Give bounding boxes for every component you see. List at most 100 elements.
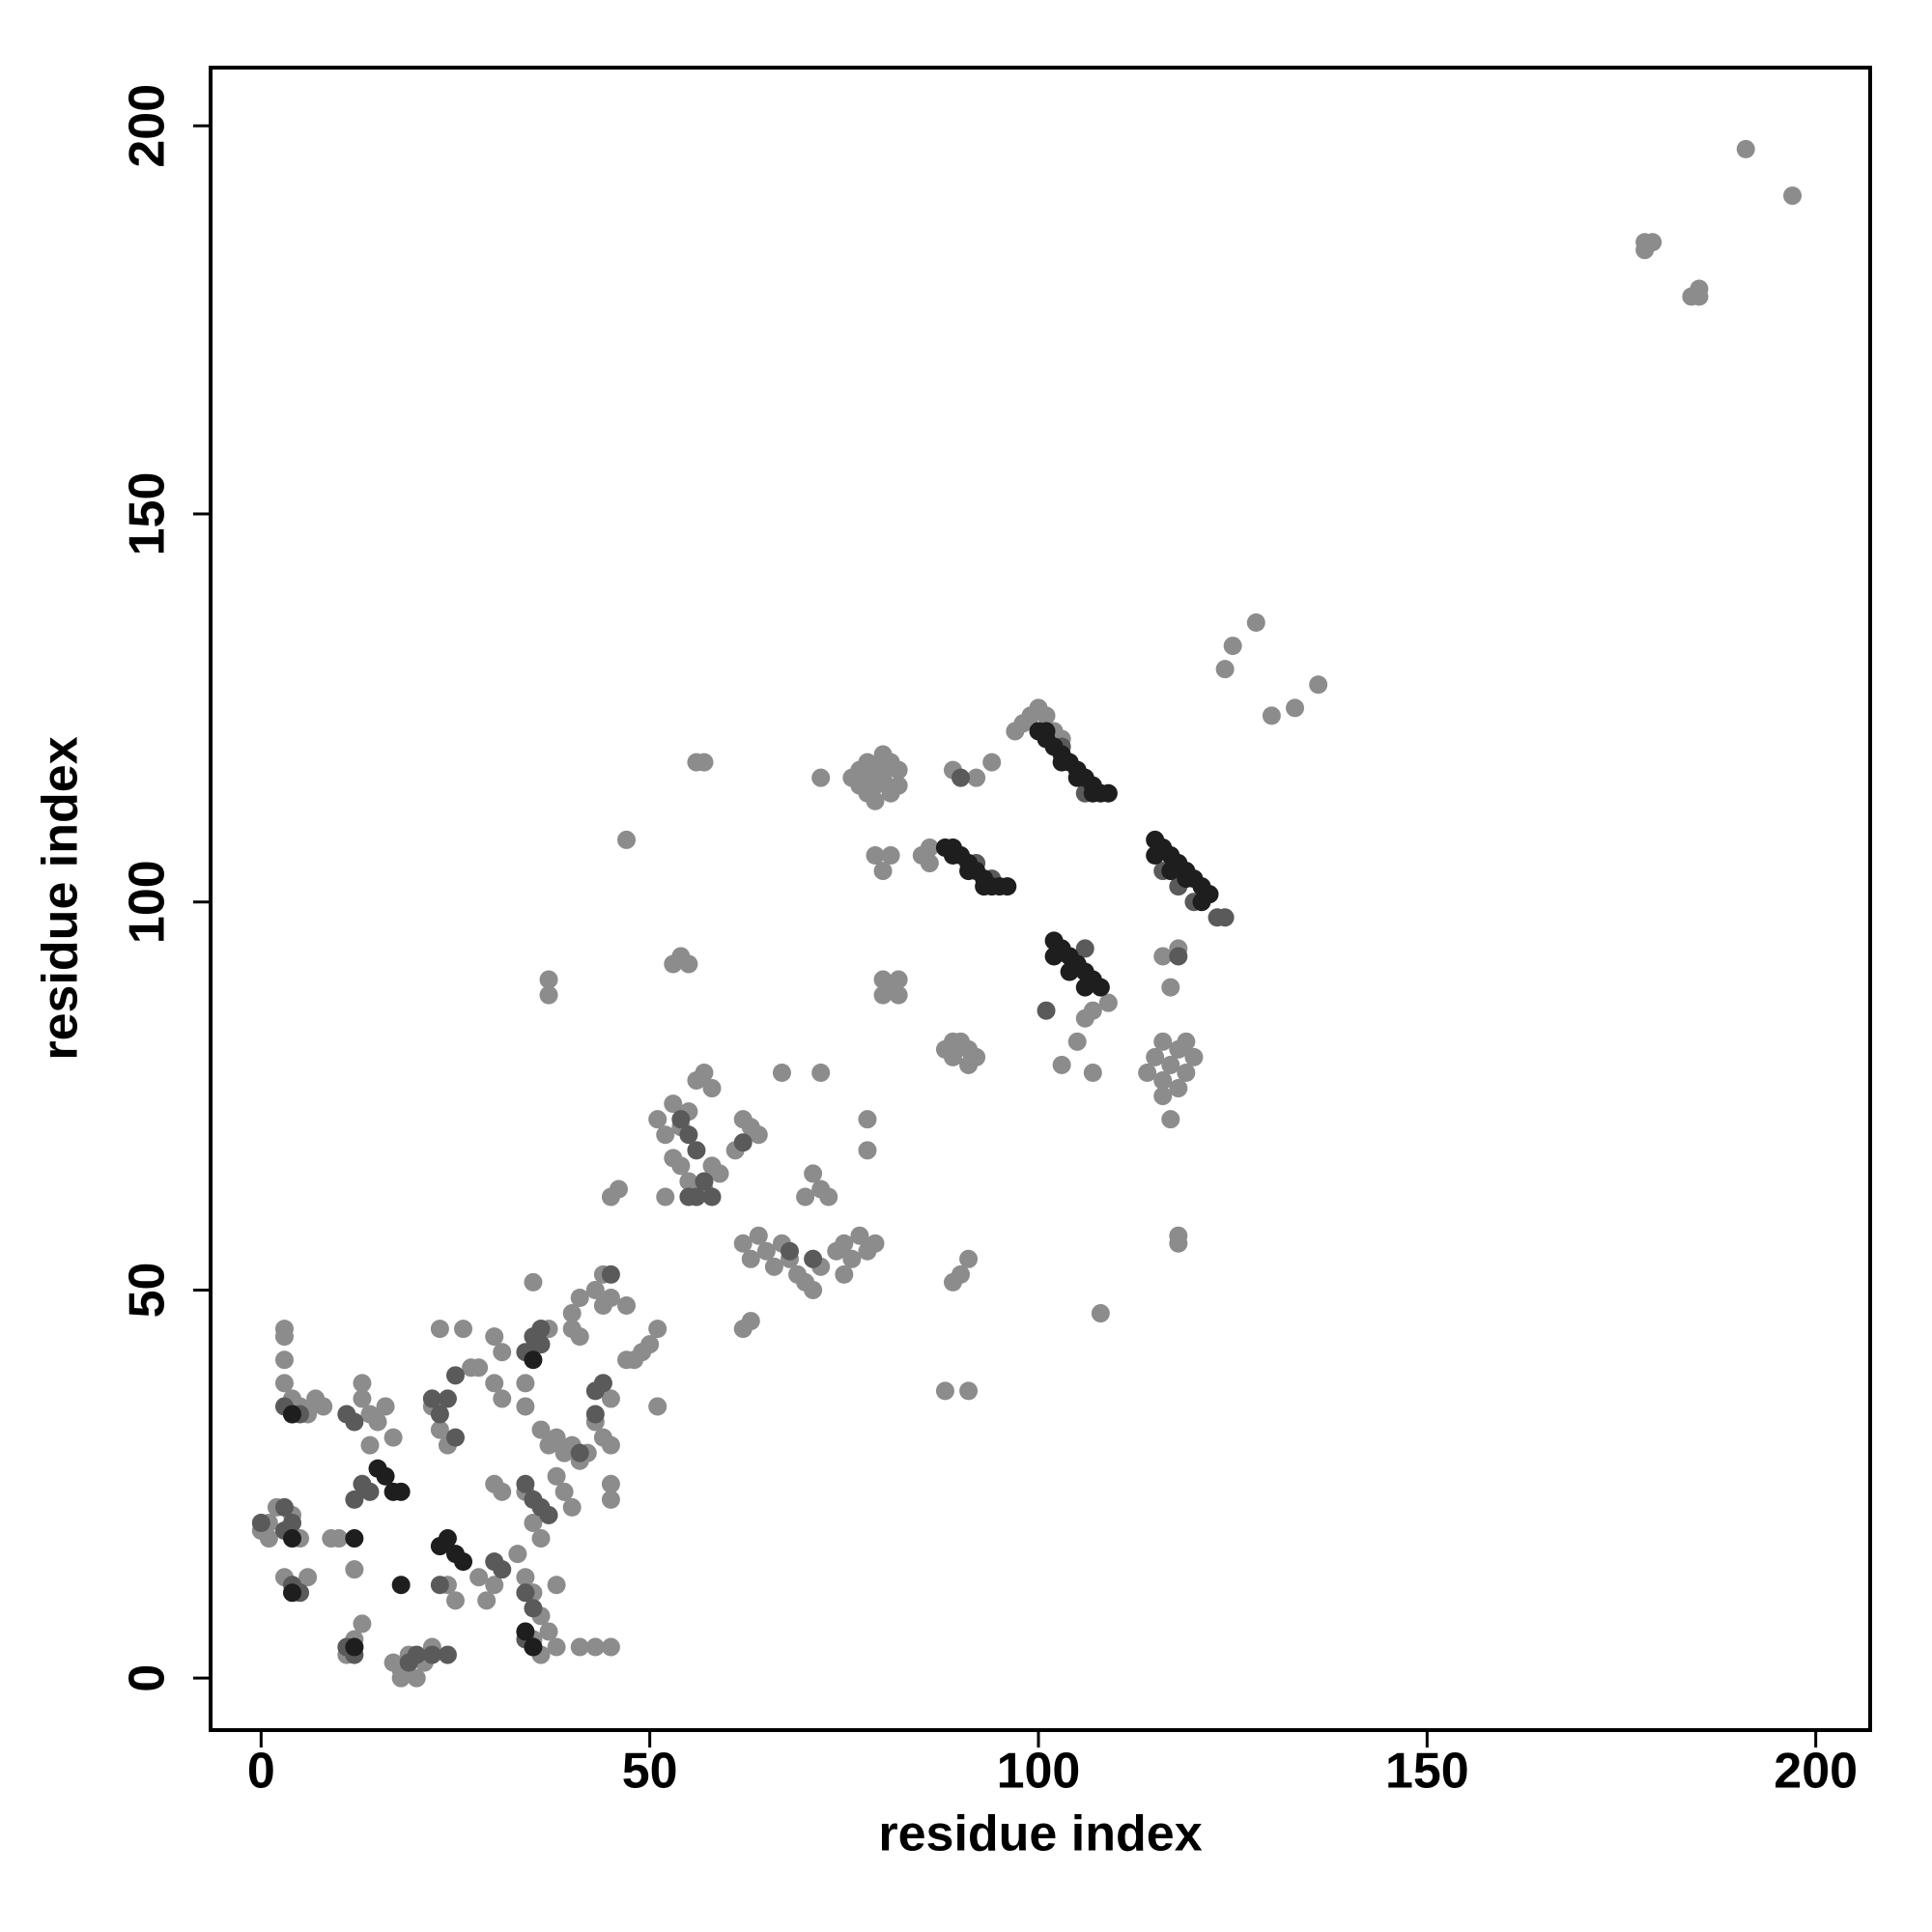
y-tick-label: 100 (120, 860, 176, 944)
point (353, 1389, 372, 1408)
point (780, 1241, 799, 1261)
point (1635, 241, 1655, 260)
point (858, 1141, 877, 1160)
point (445, 1591, 465, 1610)
point (1215, 908, 1235, 927)
point (547, 1466, 566, 1486)
point (539, 985, 558, 1005)
point (516, 1374, 535, 1393)
point (679, 954, 698, 974)
point (585, 1280, 605, 1299)
point (1690, 279, 1709, 298)
point (282, 1405, 301, 1424)
y-tick-label: 50 (120, 1263, 176, 1319)
point (353, 1374, 372, 1393)
point (562, 1304, 582, 1323)
point (282, 1583, 301, 1603)
point (422, 1645, 441, 1664)
point (1215, 660, 1235, 679)
point (1075, 939, 1094, 958)
point (679, 1172, 698, 1191)
point (819, 1187, 838, 1207)
point (656, 1187, 675, 1207)
point (601, 1435, 620, 1455)
point (562, 1497, 582, 1517)
point (1138, 1063, 1157, 1082)
point (695, 753, 714, 772)
point (601, 1389, 620, 1408)
point (430, 1576, 449, 1595)
point (430, 1420, 449, 1439)
point (1153, 1032, 1173, 1051)
point (866, 1234, 885, 1253)
point (733, 1320, 753, 1339)
point (601, 1264, 620, 1284)
point (687, 1141, 706, 1160)
point (516, 1397, 535, 1416)
point (1169, 1234, 1188, 1253)
point (617, 830, 637, 849)
point (445, 1428, 465, 1447)
point (858, 1110, 877, 1129)
point (804, 1280, 823, 1299)
point (943, 1272, 962, 1292)
point (493, 1482, 512, 1501)
point (756, 1241, 776, 1261)
point (314, 1397, 333, 1416)
point (695, 1172, 714, 1191)
point (274, 1327, 294, 1347)
point (967, 768, 986, 787)
point (485, 1576, 504, 1595)
point (873, 768, 893, 787)
point (524, 1513, 543, 1532)
point (368, 1412, 387, 1432)
point (508, 1545, 527, 1564)
point (664, 1094, 683, 1114)
point (617, 1350, 637, 1370)
point (733, 1133, 753, 1152)
point (531, 1529, 551, 1548)
point (531, 1320, 551, 1339)
point (710, 1164, 729, 1183)
point (1060, 962, 1079, 981)
point (345, 1637, 364, 1657)
point (1177, 1063, 1196, 1082)
point (889, 776, 908, 795)
point (585, 1405, 605, 1424)
point (648, 1397, 668, 1416)
point (1169, 1079, 1188, 1098)
point (702, 1079, 722, 1098)
point (524, 1599, 543, 1618)
point (1075, 978, 1094, 997)
point (873, 985, 893, 1005)
point (329, 1529, 349, 1548)
point (881, 846, 900, 866)
point (1184, 1047, 1204, 1066)
x-tick-label: 0 (247, 1744, 275, 1800)
point (1161, 978, 1180, 997)
point (539, 1505, 558, 1524)
y-tick-label: 0 (120, 1664, 176, 1692)
point (648, 1110, 668, 1129)
point (516, 1622, 535, 1641)
point (547, 1637, 566, 1657)
point (438, 1645, 457, 1664)
point (531, 1335, 551, 1354)
point (804, 1249, 823, 1268)
point (454, 1552, 473, 1572)
y-tick-label: 200 (120, 84, 176, 168)
point (430, 1405, 449, 1424)
point (593, 1296, 612, 1316)
point (438, 1529, 457, 1548)
point (1091, 1304, 1110, 1323)
point (360, 1482, 380, 1501)
point (547, 1576, 566, 1595)
point (664, 1149, 683, 1168)
point (835, 1264, 854, 1284)
point (959, 862, 979, 881)
point (835, 1234, 854, 1253)
point (438, 1389, 457, 1408)
point (1153, 1071, 1173, 1091)
point (741, 1249, 760, 1268)
